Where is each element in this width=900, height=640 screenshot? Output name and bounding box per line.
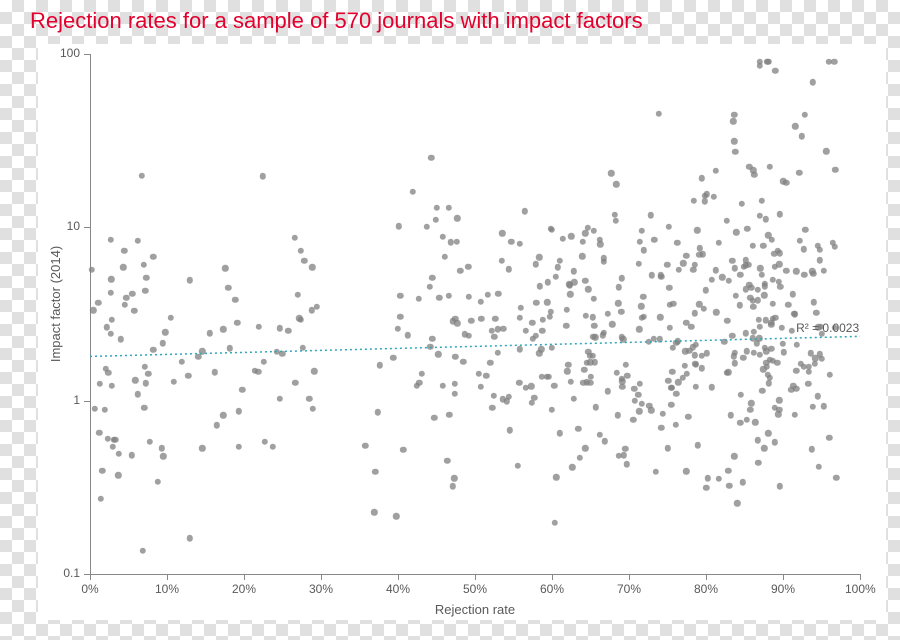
y-tick-label: 100 bbox=[60, 46, 80, 60]
x-tick bbox=[706, 574, 707, 580]
y-tick-label: 10 bbox=[67, 219, 80, 233]
x-axis-title: Rejection rate bbox=[425, 602, 525, 617]
y-tick bbox=[84, 227, 90, 228]
x-tick-label: 0% bbox=[75, 582, 105, 596]
x-tick bbox=[475, 574, 476, 580]
x-tick-label: 10% bbox=[152, 582, 182, 596]
y-axis-title: Impact factor (2014) bbox=[48, 234, 63, 374]
y-tick bbox=[84, 574, 90, 575]
x-tick bbox=[552, 574, 553, 580]
x-tick-label: 20% bbox=[229, 582, 259, 596]
x-tick bbox=[629, 574, 630, 580]
y-tick bbox=[84, 401, 90, 402]
y-tick-label: 0.1 bbox=[63, 566, 80, 580]
r-squared-annotation: R² = 0.0023 bbox=[796, 321, 859, 335]
x-tick bbox=[167, 574, 168, 580]
x-tick-label: 80% bbox=[691, 582, 721, 596]
canvas: Rejection rates for a sample of 570 jour… bbox=[0, 0, 900, 640]
x-tick bbox=[783, 574, 784, 580]
x-tick-label: 60% bbox=[537, 582, 567, 596]
x-tick-label: 70% bbox=[614, 582, 644, 596]
x-tick-label: 50% bbox=[460, 582, 490, 596]
x-tick bbox=[321, 574, 322, 580]
y-tick bbox=[84, 54, 90, 55]
y-tick-label: 1 bbox=[73, 393, 80, 407]
x-tick bbox=[244, 574, 245, 580]
y-axis-line bbox=[90, 54, 91, 574]
chart-title: Rejection rates for a sample of 570 jour… bbox=[30, 8, 643, 34]
x-tick bbox=[860, 574, 861, 580]
x-tick bbox=[398, 574, 399, 580]
x-tick bbox=[90, 574, 91, 580]
x-tick-label: 90% bbox=[768, 582, 798, 596]
x-tick-label: 100% bbox=[845, 582, 875, 596]
x-tick-label: 30% bbox=[306, 582, 336, 596]
x-tick-label: 40% bbox=[383, 582, 413, 596]
